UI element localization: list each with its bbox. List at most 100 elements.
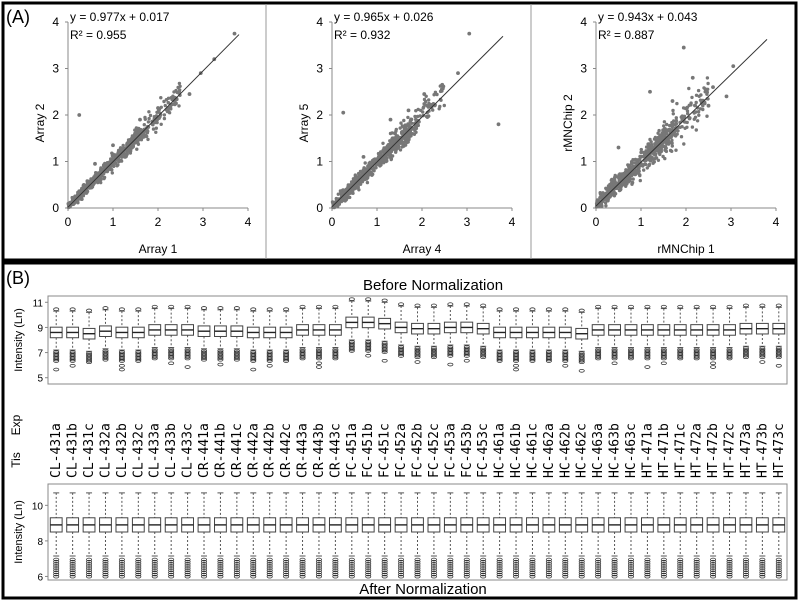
outlier [283,570,290,575]
category-label: FC-452c [427,423,442,478]
data-point [117,151,121,155]
outlier [677,355,684,359]
outlier [381,358,388,363]
outlier [513,570,520,575]
y-axis-label: Intensity (Ln) [13,308,25,372]
outlier [283,574,290,579]
outlier [69,357,76,362]
outlier [151,570,158,575]
outlier [266,570,273,575]
y-tick-label: 3 [316,62,323,76]
outlier [562,562,569,566]
data-point [388,117,393,122]
outlier [398,562,405,566]
data-point [388,131,393,136]
outlier [102,574,109,579]
outlier [710,559,717,564]
data-point [163,103,167,108]
outlier [381,574,388,579]
data-point [701,98,705,103]
outlier [562,566,569,570]
data-point [699,93,703,97]
data-point [143,115,147,120]
data-point [674,116,678,120]
outlier [217,574,224,579]
data-point [671,108,675,113]
data-point [657,128,661,133]
outlier [513,562,520,566]
data-point [603,197,608,201]
outlier [184,566,191,570]
x-tick-label: 4 [773,215,780,229]
data-point [409,117,413,121]
outlier [513,363,520,368]
outlier [578,308,585,313]
outlier [135,572,142,577]
data-point [365,177,369,181]
x-axis-label: rMNChip 1 [657,242,715,256]
outlier [365,562,372,566]
data-point [711,85,715,89]
outlier [381,564,388,568]
data-point [369,170,373,175]
data-point [665,122,669,127]
data-point [393,146,397,150]
outlier [365,564,372,568]
data-point [675,132,679,136]
data-point [162,113,167,117]
data-point [135,147,139,151]
outlier [53,564,60,568]
outlier [710,557,717,562]
outlier [266,568,273,573]
data-point [637,167,641,171]
outlier [693,355,700,359]
outlier [332,572,339,577]
outlier [151,566,158,570]
outlier [348,557,355,562]
outlier [447,362,454,367]
outlier [299,355,306,359]
data-point [731,64,736,69]
outlier [595,355,602,359]
outlier [627,356,634,361]
outlier [53,557,60,562]
outlier [627,570,634,575]
data-point [398,126,402,130]
outlier [644,572,651,577]
outlier [513,559,520,564]
data-point [670,99,675,103]
outlier [430,355,437,360]
outlier [611,572,618,577]
data-point [650,144,654,148]
outlier [217,570,224,575]
data-point [105,169,109,174]
y-tick-label: 11 [33,298,44,309]
category-label: FC-451c [378,423,393,478]
outlier [102,570,109,575]
exp-row-label: Exp [9,414,23,435]
outlier [595,559,602,564]
outlier [627,304,634,309]
outlier [775,557,782,562]
outlier [545,570,552,575]
data-point [406,122,410,126]
data-point [134,128,138,133]
outlier [430,559,437,564]
outlier [447,568,454,573]
data-point [668,123,672,128]
outlier [201,562,208,566]
outlier [250,572,257,577]
data-point [666,142,671,146]
before-normalization-title: Before Normalization [363,277,503,294]
outlier [151,572,158,577]
outlier [266,566,273,570]
data-point [340,198,344,202]
data-point [598,196,602,200]
outlier [86,557,93,562]
outlier [742,559,749,564]
data-point [128,151,133,155]
outlier [513,307,520,312]
data-point [118,146,123,150]
r-squared: R² = 0.932 [334,28,391,42]
outlier [365,566,372,570]
